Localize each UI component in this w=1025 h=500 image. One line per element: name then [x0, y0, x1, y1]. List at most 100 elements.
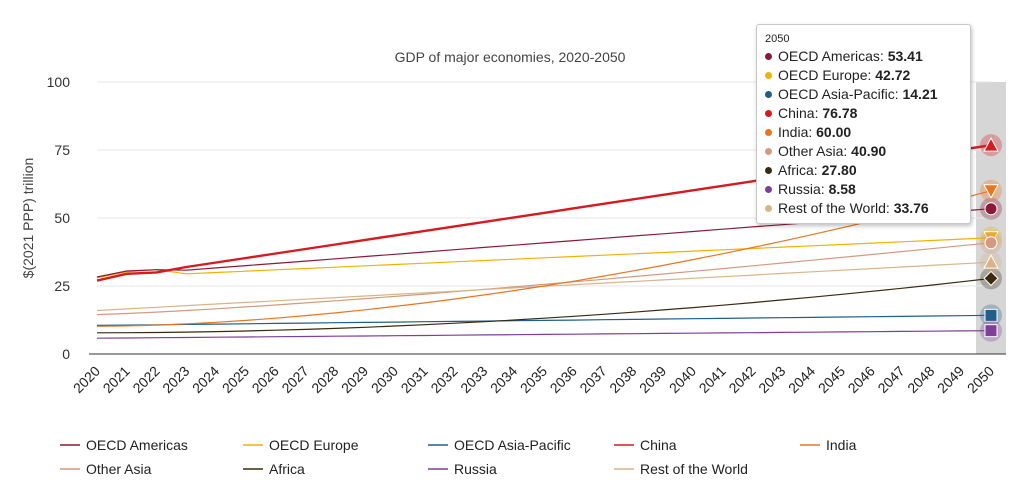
point-marker	[984, 202, 998, 216]
tooltip-row: India: 60.00	[765, 123, 962, 142]
x-tick-label: 2022	[129, 363, 162, 396]
y-axis-label: $(2021 PPP) trillion	[20, 158, 36, 279]
series-dot-icon	[765, 90, 772, 98]
legend-item[interactable]: Russia	[428, 461, 497, 477]
x-tick-label: 2027	[278, 363, 311, 396]
x-tick-label: 2030	[368, 363, 401, 396]
point-marker	[983, 270, 999, 287]
tooltip-series-name: Rest of the World:	[778, 200, 894, 216]
series-dot-icon	[765, 109, 772, 117]
x-tick-label: 2028	[308, 363, 341, 396]
legend-label: OECD Americas	[86, 437, 188, 453]
legend-label: Other Asia	[86, 461, 152, 477]
y-tick-label: 75	[54, 142, 70, 158]
series-line	[96, 314, 992, 326]
legend-label: China	[640, 437, 677, 453]
series-dot-icon	[765, 166, 772, 174]
x-tick-label: 2036	[547, 363, 580, 396]
x-tick-label: 2050	[964, 363, 997, 396]
tooltip-series-name: OECD Americas:	[778, 48, 888, 64]
x-tick-label: 2040	[666, 363, 699, 396]
x-tick-label: 2049	[934, 363, 967, 396]
x-tick-label: 2032	[427, 363, 460, 396]
point-marker	[984, 236, 998, 250]
legend-item[interactable]: OECD Asia-Pacific	[428, 437, 571, 453]
legend-label: Rest of the World	[640, 461, 748, 477]
x-tick-label: 2021	[100, 363, 133, 396]
x-tick-label: 2033	[457, 363, 490, 396]
x-tick-label: 2037	[576, 363, 609, 396]
legend-label: India	[826, 437, 857, 453]
tooltip-row: China: 76.78	[765, 104, 962, 123]
y-tick-label: 25	[54, 278, 70, 294]
tooltip-row: Rest of the World: 33.76	[765, 199, 962, 218]
x-tick-label: 2029	[338, 363, 371, 396]
tooltip-row: Other Asia: 40.90	[765, 142, 962, 161]
legend-item[interactable]: India	[800, 437, 857, 453]
series-dot-icon	[765, 147, 772, 155]
tooltip-series-value: 8.58	[828, 181, 856, 197]
x-tick-label: 2025	[219, 363, 252, 396]
point-marker	[983, 137, 999, 152]
tooltip-series-name: OECD Asia-Pacific:	[778, 86, 903, 102]
tooltip-series-name: OECD Europe:	[778, 67, 876, 83]
tooltip-series-name: India:	[778, 124, 817, 140]
x-tick-label: 2046	[845, 363, 878, 396]
x-tick-label: 2044	[785, 363, 818, 396]
x-tick-label: 2020	[70, 363, 103, 396]
legend-item[interactable]: OECD Europe	[243, 437, 359, 453]
tooltip-row: OECD Asia-Pacific: 14.21	[765, 85, 962, 104]
legend-label: OECD Europe	[269, 437, 359, 453]
y-tick-label: 100	[47, 74, 71, 90]
legend-label: Russia	[454, 461, 497, 477]
tooltip-series-value: 33.76	[893, 200, 929, 216]
series-dot-icon	[765, 71, 772, 79]
legend-item[interactable]: OECD Americas	[60, 437, 188, 453]
tooltip-series-value: 42.72	[875, 67, 911, 83]
x-tick-label: 2045	[815, 363, 848, 396]
tooltip-series-value: 40.90	[851, 143, 887, 159]
series-line	[96, 190, 992, 327]
x-tick-label: 2042	[725, 363, 758, 396]
tooltip: 2050 OECD Americas: 53.41 OECD Europe: 42…	[756, 24, 971, 224]
x-tick-label: 2048	[904, 363, 937, 396]
x-tick-label: 2023	[159, 363, 192, 396]
point-marker	[984, 324, 998, 338]
legend-item[interactable]: Other Asia	[60, 461, 152, 477]
tooltip-series-name: Russia:	[778, 181, 829, 197]
series-line	[96, 277, 992, 334]
x-tick-label: 2043	[755, 363, 788, 396]
tooltip-row: Africa: 27.80	[765, 161, 962, 180]
point-marker	[983, 254, 999, 269]
legend-label: Africa	[269, 461, 305, 477]
tooltip-series-value: 14.21	[902, 86, 938, 102]
tooltip-rows: OECD Americas: 53.41 OECD Europe: 42.72 OE…	[765, 47, 962, 218]
legend-label: OECD Asia-Pacific	[454, 437, 571, 453]
tooltip-series-value: 60.00	[816, 124, 852, 140]
series-dot-icon	[765, 128, 772, 136]
tooltip-row: OECD Europe: 42.72	[765, 66, 962, 85]
chart-title: GDP of major economies, 2020-2050	[395, 49, 626, 65]
x-tick-label: 2026	[249, 363, 282, 396]
x-tick-label: 2038	[606, 363, 639, 396]
legend-item[interactable]: China	[614, 437, 677, 453]
tooltip-series-name: Africa:	[778, 162, 822, 178]
series-dot-icon	[765, 52, 772, 60]
tooltip-series-value: 53.41	[887, 48, 923, 64]
legend-item[interactable]: Africa	[243, 461, 305, 477]
y-tick-label: 0	[62, 346, 70, 362]
y-tick-label: 50	[54, 210, 70, 226]
point-marker	[983, 184, 999, 199]
legend-item[interactable]: Rest of the World	[614, 461, 748, 477]
series-line	[96, 237, 992, 279]
series-dot-icon	[765, 204, 772, 212]
x-tick-label: 2041	[696, 363, 729, 396]
x-tick-label: 2031	[398, 363, 431, 396]
tooltip-title: 2050	[765, 33, 790, 45]
x-tick-label: 2039	[636, 363, 669, 396]
x-tick-label: 2035	[517, 363, 550, 396]
tooltip-series-name: China:	[778, 105, 823, 121]
x-tick-label: 2034	[487, 363, 520, 396]
series-dot-icon	[765, 185, 772, 193]
tooltip-row: Russia: 8.58	[765, 180, 962, 199]
